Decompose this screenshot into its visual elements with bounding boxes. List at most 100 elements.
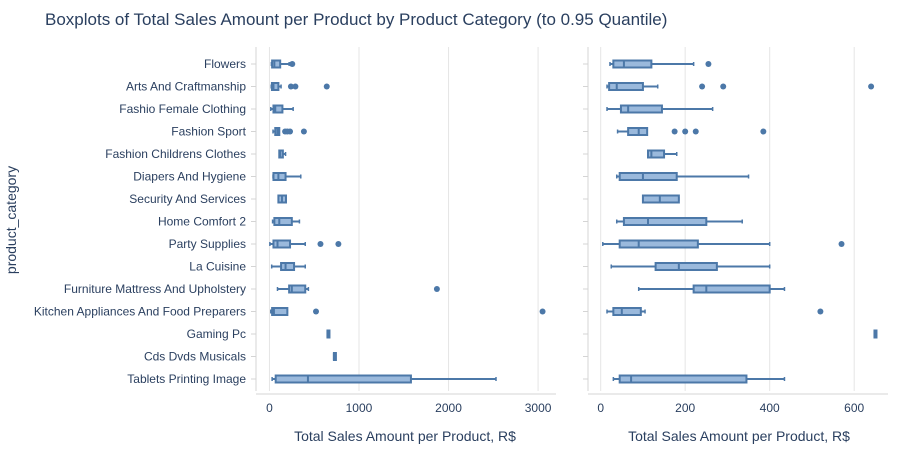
box-iqr	[654, 262, 718, 271]
category-label: Party Supplies	[169, 237, 246, 251]
category-label: Fashio Female Clothing	[119, 102, 246, 116]
box-iqr	[627, 127, 649, 136]
outlier-point	[289, 61, 296, 67]
box-fashion-childrens-clothes	[278, 149, 287, 159]
box-iqr	[647, 149, 666, 159]
box-iqr	[608, 82, 644, 91]
box-iqr	[618, 374, 748, 384]
box-party-supplies	[269, 239, 342, 249]
box-kitchen-appliances-and-food-preparers	[270, 307, 546, 316]
x-tick-label: 0	[266, 401, 273, 415]
box-diapers-and-hygiene	[272, 172, 302, 181]
category-label: La Cuisine	[189, 260, 246, 274]
outlier-point	[317, 241, 324, 247]
box-tablets-printing-image	[612, 374, 786, 384]
category-label: Fashion Sport	[171, 125, 246, 139]
x-tick-label: 200	[675, 401, 695, 415]
box-cds-dvds-musicals	[332, 352, 337, 361]
box-la-cuisine	[610, 262, 771, 271]
panel-left: 0 1000 2000 3000	[251, 47, 556, 415]
category-label: Gaming Pc	[187, 327, 246, 341]
x-tick-label: 3000	[525, 401, 552, 415]
box-iqr	[622, 217, 708, 226]
chart-title: Boxplots of Total Sales Amount per Produ…	[45, 10, 667, 29]
box-arts-and-craftmanship	[270, 82, 330, 91]
y-axis-title: product_category	[3, 166, 19, 274]
outlier-point	[699, 83, 706, 90]
outlier-point	[539, 308, 546, 315]
box-arts-and-craftmanship	[606, 82, 875, 91]
box-home-comfort-2	[271, 217, 301, 226]
category-label: Security And Services	[129, 192, 246, 206]
box-flowers	[270, 59, 296, 69]
box-party-supplies	[602, 239, 845, 249]
box-iqr	[274, 374, 412, 384]
outlier-point	[335, 241, 342, 247]
category-label: Flowers	[204, 57, 246, 71]
box-iqr	[272, 172, 287, 181]
box-iqr	[272, 104, 284, 114]
box-iqr	[612, 59, 653, 69]
box-security-and-services	[277, 194, 288, 204]
outlier-point	[838, 241, 845, 247]
box-fashion-sport	[616, 127, 767, 136]
box-iqr	[270, 82, 280, 91]
box-iqr	[619, 104, 663, 114]
outlier-point	[817, 308, 824, 315]
x-tick-label: 400	[760, 401, 780, 415]
category-label: Tablets Printing Image	[127, 372, 246, 386]
outlier-point	[287, 83, 294, 90]
outlier-point	[692, 128, 699, 135]
outlier-point	[671, 128, 678, 135]
x-axis-title-left: Total Sales Amount per Product, R$	[294, 428, 516, 444]
x-tick-label: 2000	[435, 401, 462, 415]
box-fashio-female-clothing	[606, 104, 714, 114]
x-tick-label: 1000	[346, 401, 373, 415]
box-tablets-printing-image	[271, 374, 497, 384]
outlier-point	[682, 128, 689, 135]
box-kitchen-appliances-and-food-preparers	[606, 307, 824, 316]
outlier-point	[323, 83, 330, 90]
box-iqr	[288, 284, 307, 294]
outlier-point	[433, 286, 440, 292]
box-gaming-pc	[873, 329, 878, 339]
category-label: Cds Dvds Musicals	[144, 350, 246, 364]
box-la-cuisine	[270, 262, 307, 271]
box-flowers	[609, 59, 712, 69]
category-label: Home Comfort 2	[158, 215, 246, 229]
category-label: Fashion Childrens Clothes	[105, 147, 246, 161]
box-fashion-childrens-clothes	[647, 149, 678, 159]
box-iqr	[271, 307, 289, 316]
box-iqr	[273, 217, 293, 226]
box-furniture-mattress-and-upholstery	[637, 284, 786, 294]
box-iqr	[692, 284, 771, 294]
outlier-point	[292, 83, 299, 90]
box-iqr	[271, 59, 282, 69]
box-security-and-services	[641, 194, 680, 204]
box-gaming-pc	[326, 329, 331, 339]
box-iqr	[641, 194, 680, 204]
outlier-point	[313, 308, 319, 315]
box-fashion-sport	[272, 127, 307, 136]
category-label: Arts And Craftmanship	[126, 80, 246, 94]
box-iqr	[280, 262, 296, 271]
category-label: Diapers And Hygiene	[133, 170, 246, 184]
x-axis-title-right: Total Sales Amount per Product, R$	[628, 428, 850, 444]
box-iqr	[618, 239, 699, 249]
outlier-point	[720, 83, 727, 90]
x-tick-label: 0	[597, 401, 604, 415]
outlier-point	[868, 83, 875, 90]
outlier-point	[300, 128, 307, 135]
box-iqr	[272, 239, 292, 249]
outlier-point	[287, 128, 294, 135]
box-iqr	[612, 307, 642, 316]
box-home-comfort-2	[615, 217, 743, 226]
category-label: Kitchen Appliances And Food Preparers	[34, 305, 246, 319]
outlier-point	[760, 128, 767, 135]
box-furniture-mattress-and-upholstery	[276, 284, 440, 294]
box-diapers-and-hygiene	[615, 172, 750, 181]
category-label: Furniture Mattress And Upholstery	[64, 282, 246, 296]
box-iqr	[618, 172, 678, 181]
